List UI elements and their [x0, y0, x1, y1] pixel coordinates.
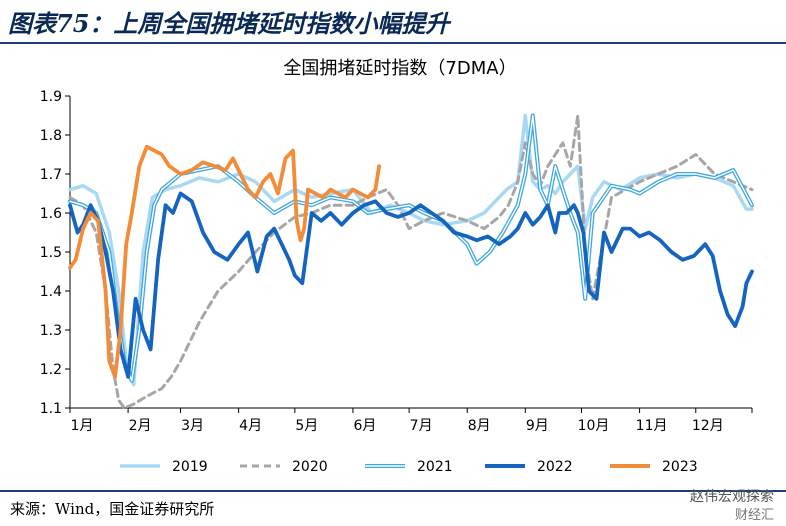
x-tick-label: 3月	[181, 418, 204, 434]
series-line-2021-inner	[69, 114, 753, 382]
figure-title: 图表75：上周全国拥堵延时指数小幅提升	[8, 9, 450, 38]
axes: 1.1 1.2 1.3 1.4 1.5 1.6 1.7 1.8 1.9 1月 2月 3月 4月 5月 6月 7…	[40, 89, 753, 434]
x-tick-label: 5月	[295, 418, 318, 434]
x-tick-label: 4月	[239, 418, 262, 434]
y-tick-label: 1.2	[40, 362, 62, 378]
series-line-2020	[68, 114, 754, 410]
series-line-2022	[68, 191, 754, 379]
line-chart: 全国拥堵延时指数（7DMA） 1.11.21.31.41.51.61.71.81…	[40, 58, 754, 475]
legend: 2019 2020 2021 2022 2023	[120, 459, 698, 475]
x-tick-label: 12月	[692, 418, 724, 434]
legend-label-2019: 2019	[172, 459, 208, 475]
y-tick-label: 1.5	[40, 245, 62, 261]
y-tick-label: 1.3	[40, 323, 62, 339]
x-tick-label: 1月	[71, 418, 94, 434]
y-tick-label: 1.1	[40, 401, 62, 417]
source-note: 来源：Wind，国金证券研究所	[10, 500, 215, 518]
series-line-2019	[68, 113, 754, 387]
y-tick-label: 1.6	[40, 206, 62, 222]
series-line-2021	[68, 113, 754, 383]
legend-label-2023: 2023	[662, 459, 698, 475]
series-lines	[68, 113, 754, 410]
y-tick-label: 1.4	[40, 284, 62, 300]
watermark-sub: 财经汇	[734, 508, 774, 523]
y-tick-label: 1.7	[40, 167, 62, 183]
x-tick-label: 7月	[410, 418, 433, 434]
x-tick-label: 10月	[578, 418, 610, 434]
legend-label-2021: 2021	[417, 459, 453, 475]
bottom-rule	[0, 490, 786, 492]
watermark-brand: 赵伟宏观探索	[690, 489, 774, 505]
y-tick-label: 1.8	[40, 128, 62, 144]
y-tick-label: 1.9	[40, 89, 62, 105]
legend-label-2020: 2020	[292, 459, 328, 475]
legend-label-2022: 2022	[537, 459, 573, 475]
x-tick-label: 6月	[353, 418, 376, 434]
x-tick-label: 11月	[636, 418, 668, 434]
x-tick-label: 8月	[468, 418, 491, 434]
top-rule	[0, 42, 786, 44]
series-line-2023	[68, 144, 382, 379]
x-tick-label: 9月	[526, 418, 549, 434]
x-tick-label: 2月	[129, 418, 152, 434]
chart-title: 全国拥堵延时指数（7DMA）	[283, 58, 516, 79]
